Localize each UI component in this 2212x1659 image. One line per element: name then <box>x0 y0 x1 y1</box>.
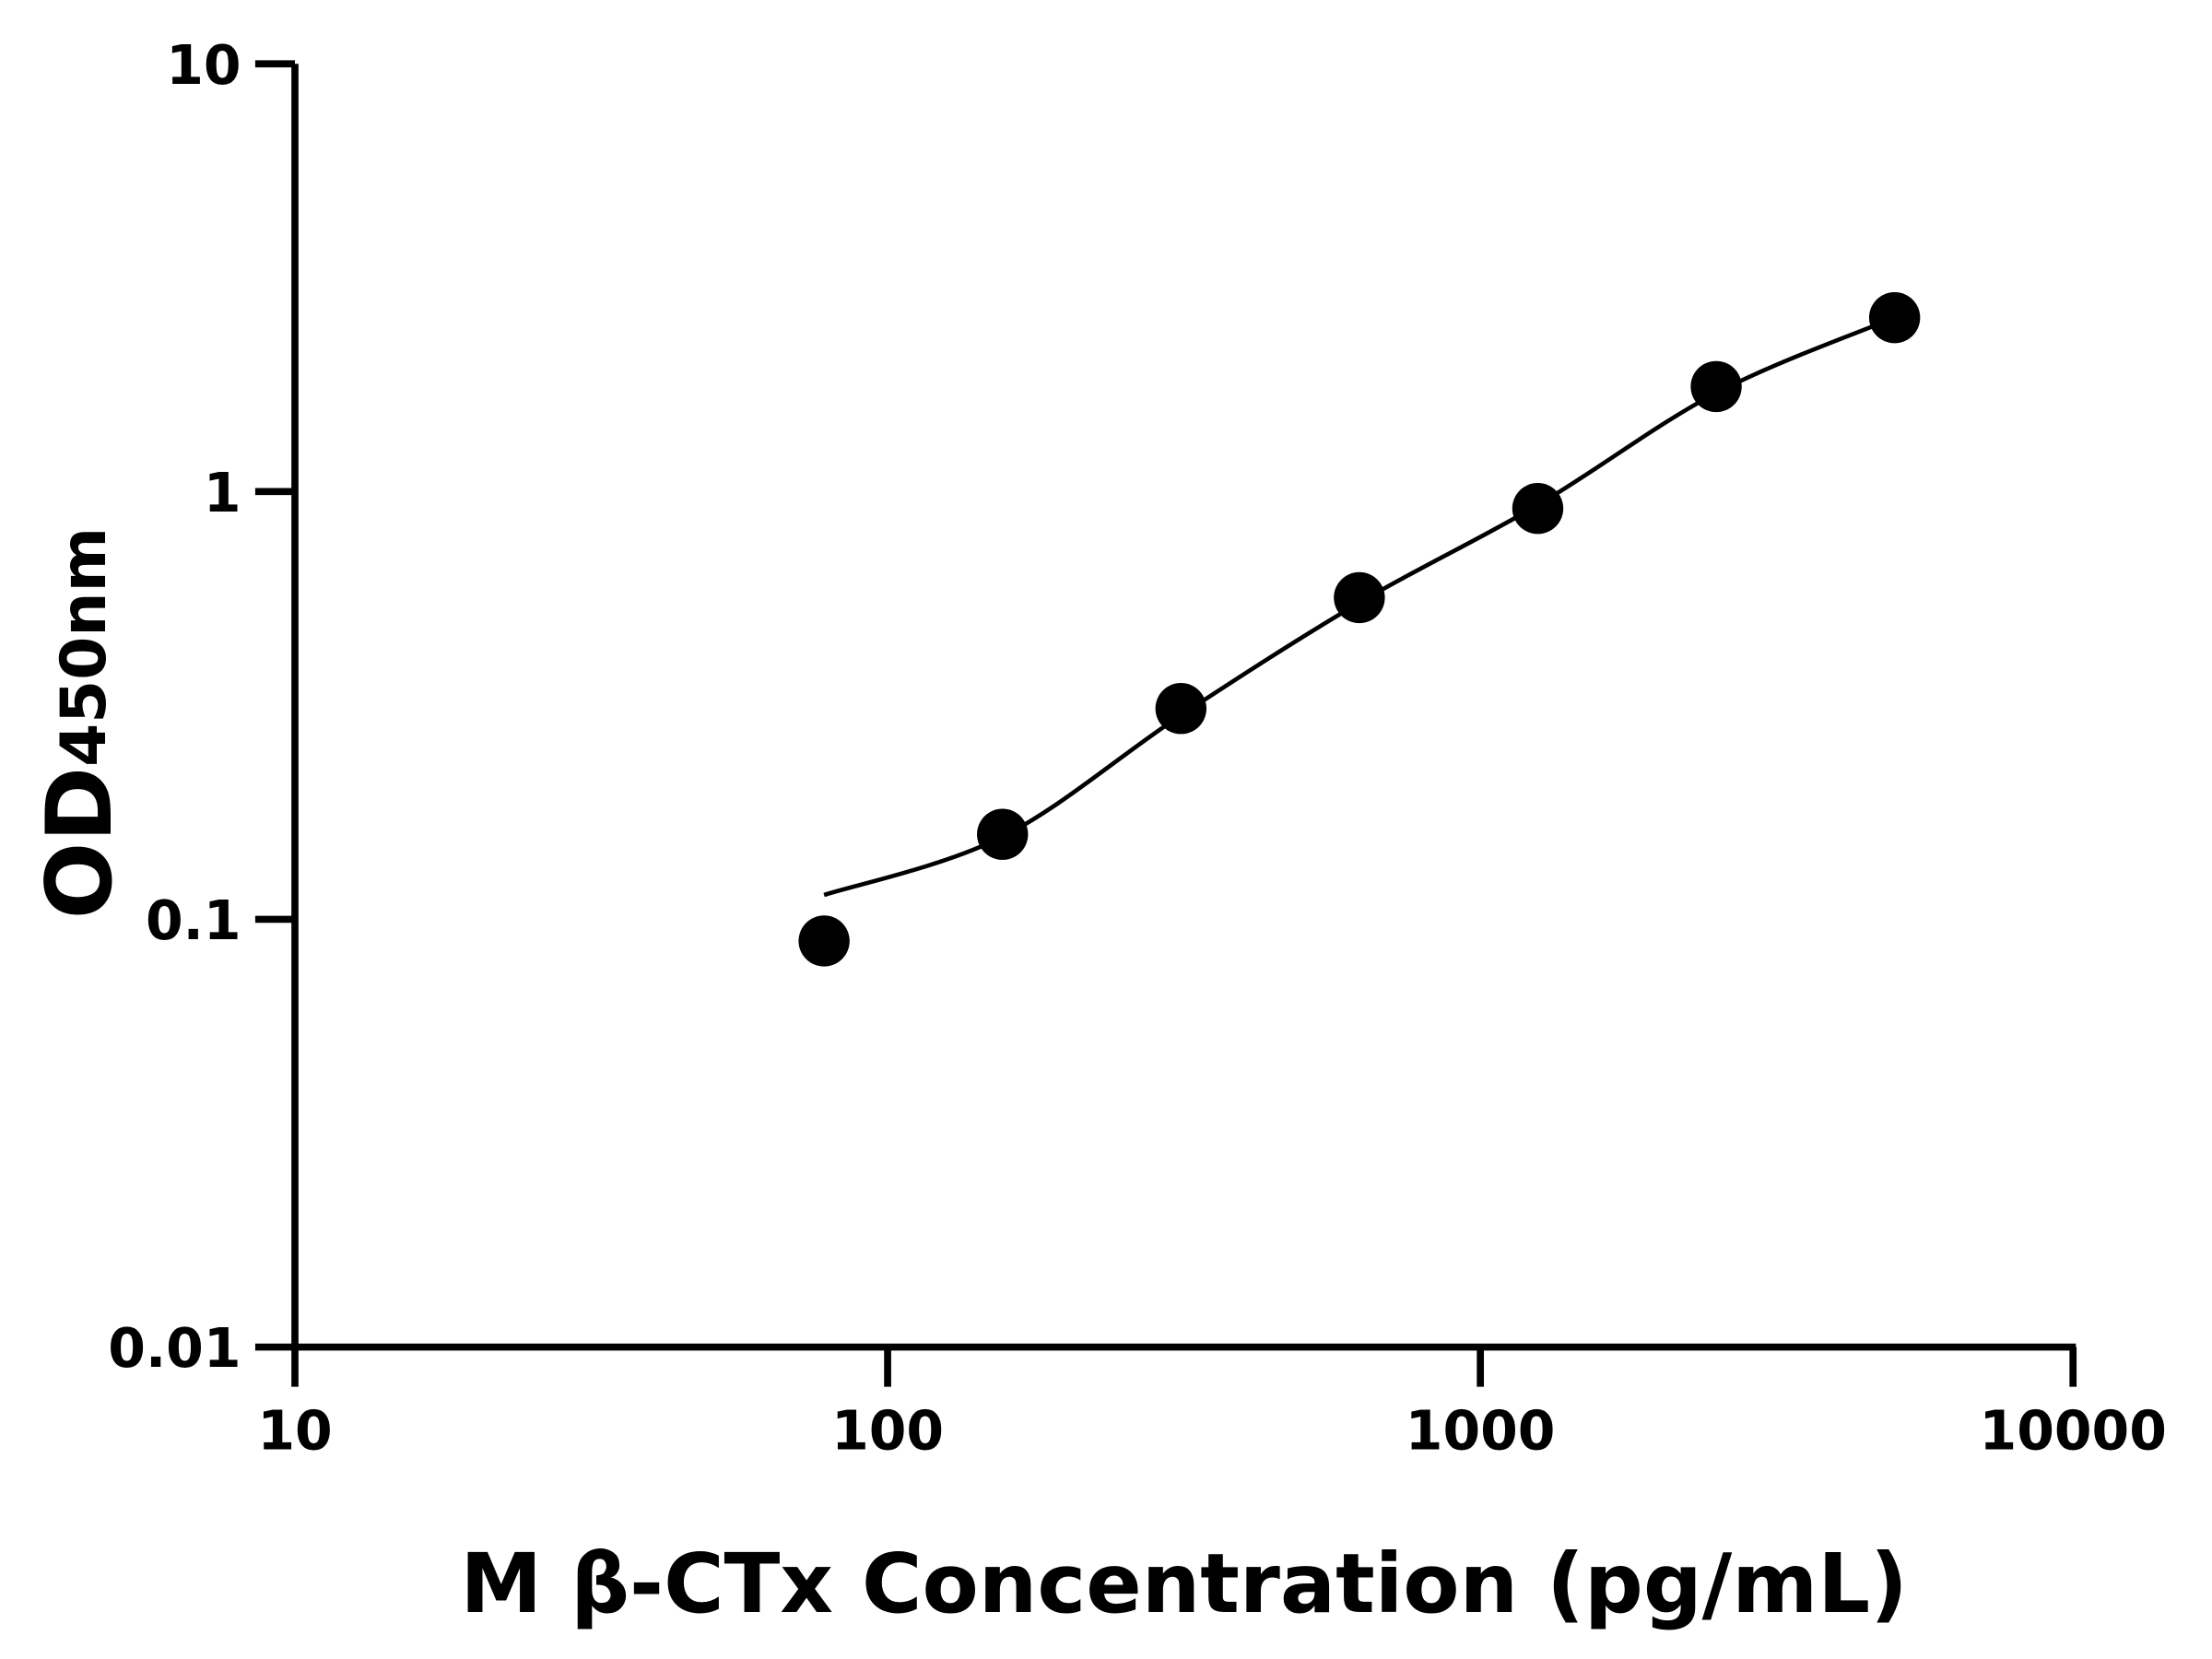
x-tick-label: 100 <box>831 1399 944 1462</box>
x-tick-label: 10 <box>257 1399 332 1462</box>
data-point <box>1868 291 1921 344</box>
data-point <box>1512 482 1564 535</box>
y-axis-label: OD450nm <box>28 527 133 919</box>
y-axis-label-main: OD <box>28 767 133 919</box>
y-tick-label: 1 <box>204 462 241 524</box>
data-point <box>977 808 1029 860</box>
data-point <box>1334 571 1385 624</box>
x-axis-label: M β-CTx Concentration (pg/mL) <box>460 1536 1908 1632</box>
y-tick-label: 10 <box>166 34 241 97</box>
y-tick-label: 0.01 <box>108 1317 241 1380</box>
axes <box>291 64 2077 1351</box>
y-tick-label: 0.1 <box>146 889 241 952</box>
data-point <box>798 915 850 967</box>
x-tick-label: 1000 <box>1406 1399 1556 1462</box>
data-point <box>1155 683 1206 735</box>
x-tick-label: 10000 <box>1980 1399 2167 1462</box>
data-point <box>1690 360 1742 413</box>
y-axis-label-sub: 450nm <box>47 527 120 767</box>
